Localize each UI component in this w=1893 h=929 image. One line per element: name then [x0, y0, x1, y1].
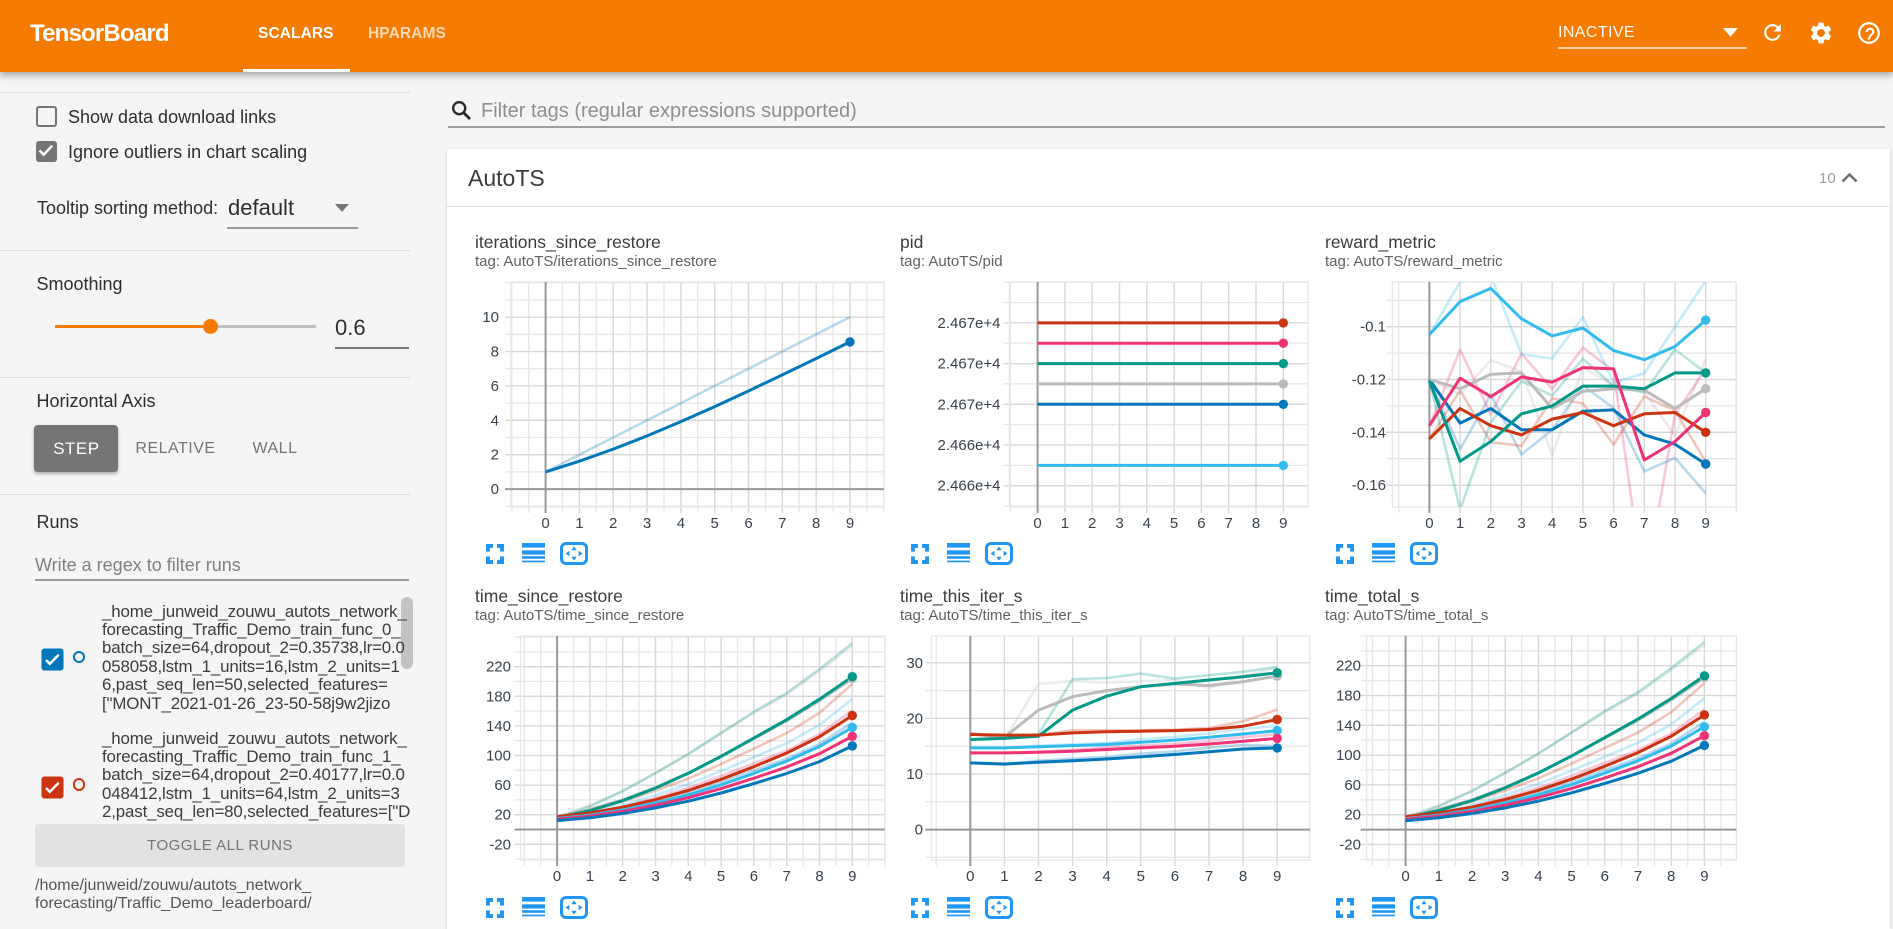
- svg-text:5: 5: [1170, 515, 1178, 532]
- svg-text:2.467e+4: 2.467e+4: [938, 315, 1001, 332]
- svg-text:-0.12: -0.12: [1352, 372, 1386, 389]
- svg-text:8: 8: [491, 344, 499, 361]
- svg-text:0: 0: [541, 515, 549, 532]
- svg-text:180: 180: [1336, 688, 1361, 705]
- svg-text:3: 3: [1068, 868, 1076, 885]
- svg-text:2.466e+4: 2.466e+4: [938, 478, 1001, 495]
- svg-text:1: 1: [586, 868, 594, 885]
- svg-text:-0.16: -0.16: [1352, 477, 1386, 494]
- svg-text:6: 6: [1171, 868, 1179, 885]
- svg-text:4: 4: [1534, 868, 1542, 885]
- svg-text:7: 7: [1634, 868, 1642, 885]
- svg-text:9: 9: [848, 868, 856, 885]
- svg-text:3: 3: [1115, 515, 1123, 532]
- svg-text:0: 0: [1401, 868, 1409, 885]
- svg-text:-20: -20: [489, 836, 511, 853]
- svg-text:8: 8: [812, 515, 820, 532]
- svg-text:5: 5: [1567, 868, 1575, 885]
- svg-text:0: 0: [966, 868, 974, 885]
- svg-text:-0.1: -0.1: [1360, 319, 1386, 336]
- svg-text:6: 6: [744, 515, 752, 532]
- svg-text:2: 2: [1468, 868, 1476, 885]
- svg-text:1: 1: [575, 515, 583, 532]
- svg-text:6: 6: [1601, 868, 1609, 885]
- svg-text:8: 8: [1671, 515, 1679, 532]
- svg-text:1: 1: [1435, 868, 1443, 885]
- svg-text:-0.14: -0.14: [1352, 424, 1386, 441]
- svg-text:5: 5: [711, 515, 719, 532]
- svg-text:0: 0: [1033, 515, 1041, 532]
- svg-text:7: 7: [1640, 515, 1648, 532]
- svg-text:1: 1: [1000, 868, 1008, 885]
- svg-text:6: 6: [491, 378, 499, 395]
- svg-text:8: 8: [1239, 868, 1247, 885]
- svg-text:0: 0: [1425, 515, 1433, 532]
- svg-text:9: 9: [1279, 515, 1287, 532]
- svg-text:3: 3: [1517, 515, 1525, 532]
- svg-text:20: 20: [494, 807, 511, 824]
- svg-text:9: 9: [846, 515, 854, 532]
- svg-text:2.466e+4: 2.466e+4: [938, 437, 1001, 454]
- svg-text:2: 2: [609, 515, 617, 532]
- svg-text:7: 7: [778, 515, 786, 532]
- svg-text:6: 6: [1609, 515, 1617, 532]
- svg-text:1: 1: [1456, 515, 1464, 532]
- svg-text:2.467e+4: 2.467e+4: [938, 356, 1001, 373]
- svg-text:100: 100: [486, 748, 511, 765]
- svg-text:4: 4: [1103, 868, 1111, 885]
- svg-text:2: 2: [1034, 868, 1042, 885]
- svg-text:0: 0: [915, 822, 923, 839]
- svg-text:5: 5: [1137, 868, 1145, 885]
- svg-text:9: 9: [1702, 515, 1710, 532]
- svg-text:60: 60: [494, 777, 511, 794]
- svg-text:8: 8: [815, 868, 823, 885]
- svg-text:7: 7: [1225, 515, 1233, 532]
- svg-text:140: 140: [486, 718, 511, 735]
- svg-text:2: 2: [1088, 515, 1096, 532]
- svg-text:220: 220: [1336, 658, 1361, 675]
- svg-text:5: 5: [717, 868, 725, 885]
- svg-text:4: 4: [684, 868, 692, 885]
- svg-text:180: 180: [486, 688, 511, 705]
- svg-text:5: 5: [1579, 515, 1587, 532]
- svg-text:7: 7: [783, 868, 791, 885]
- svg-text:6: 6: [1197, 515, 1205, 532]
- svg-text:30: 30: [906, 655, 923, 672]
- svg-text:100: 100: [1336, 747, 1361, 764]
- svg-text:0: 0: [491, 481, 499, 498]
- svg-text:10: 10: [482, 309, 499, 326]
- svg-text:8: 8: [1252, 515, 1260, 532]
- svg-text:8: 8: [1667, 868, 1675, 885]
- svg-text:4: 4: [677, 515, 685, 532]
- svg-text:4: 4: [1548, 515, 1556, 532]
- svg-text:3: 3: [651, 868, 659, 885]
- svg-text:4: 4: [1143, 515, 1151, 532]
- svg-text:20: 20: [906, 710, 923, 727]
- svg-text:220: 220: [486, 659, 511, 676]
- svg-text:2: 2: [619, 868, 627, 885]
- svg-text:2.467e+4: 2.467e+4: [938, 396, 1001, 413]
- svg-text:2: 2: [1487, 515, 1495, 532]
- svg-text:9: 9: [1273, 868, 1281, 885]
- svg-text:9: 9: [1700, 868, 1708, 885]
- svg-text:2: 2: [491, 447, 499, 464]
- svg-text:0: 0: [553, 868, 561, 885]
- svg-text:4: 4: [491, 412, 499, 429]
- svg-text:-20: -20: [1339, 837, 1361, 854]
- svg-text:20: 20: [1344, 807, 1361, 824]
- svg-text:6: 6: [750, 868, 758, 885]
- svg-text:10: 10: [906, 766, 923, 783]
- svg-text:140: 140: [1336, 717, 1361, 734]
- svg-text:7: 7: [1205, 868, 1213, 885]
- svg-text:1: 1: [1061, 515, 1069, 532]
- svg-text:3: 3: [1501, 868, 1509, 885]
- svg-text:60: 60: [1344, 777, 1361, 794]
- svg-text:3: 3: [643, 515, 651, 532]
